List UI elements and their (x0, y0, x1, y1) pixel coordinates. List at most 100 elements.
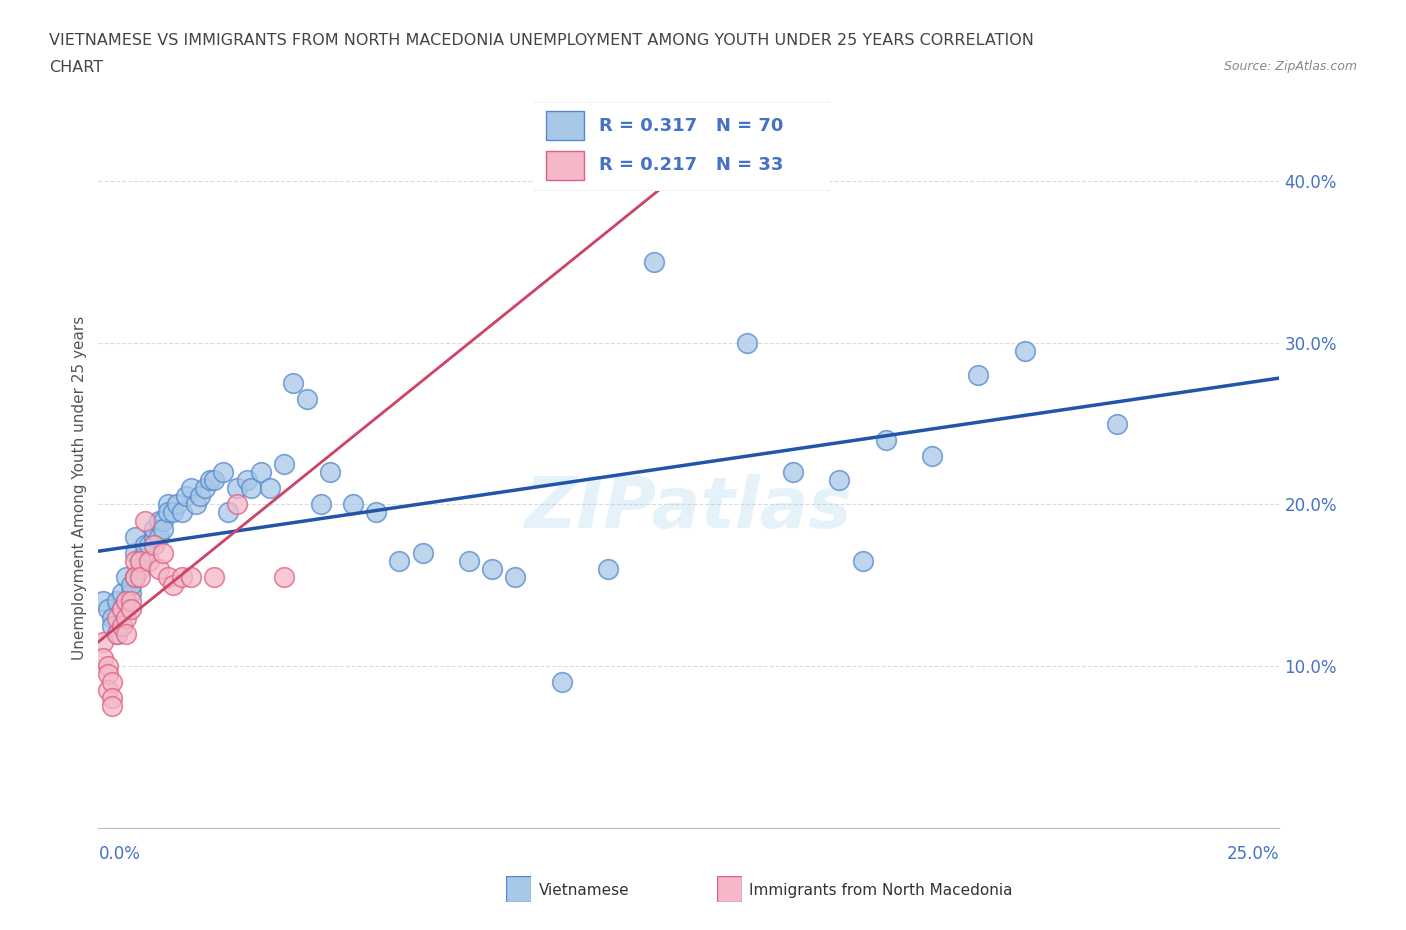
Point (852, 553, 875, 568)
Point (97, 658, 120, 673)
Bar (546, 151, 585, 180)
Point (105, 626, 128, 641)
Point (115, 594, 138, 609)
Point (458, 553, 481, 568)
Point (101, 618, 124, 633)
Point (967, 367, 990, 382)
Point (295, 392, 318, 406)
Point (91, 651, 114, 666)
Point (194, 481, 217, 496)
Point (110, 602, 132, 617)
Point (170, 505, 193, 520)
Point (134, 513, 156, 528)
Point (110, 586, 132, 601)
Point (110, 602, 132, 617)
Text: Vietnamese: Vietnamese (538, 884, 628, 898)
Point (110, 618, 132, 633)
Point (101, 699, 124, 714)
Point (170, 570, 193, 585)
Point (138, 538, 160, 552)
Point (152, 521, 174, 536)
Point (875, 432, 897, 447)
Text: R = 0.317   N = 70: R = 0.317 N = 70 (599, 116, 783, 135)
Point (184, 497, 207, 512)
Point (162, 505, 184, 520)
Point (342, 497, 364, 512)
Point (156, 505, 179, 520)
Point (129, 553, 152, 568)
Point (550, 675, 572, 690)
Point (643, 255, 665, 270)
Point (105, 594, 128, 609)
FancyBboxPatch shape (531, 101, 832, 192)
Point (105, 610, 128, 625)
Point (97, 683, 120, 698)
Point (1107, 416, 1129, 431)
Point (828, 472, 851, 487)
Point (249, 465, 271, 480)
Point (101, 610, 124, 625)
Point (176, 489, 198, 504)
Point (91, 594, 114, 609)
Point (120, 594, 142, 609)
Point (503, 570, 526, 585)
Text: CHART: CHART (49, 60, 103, 75)
Text: R = 0.217   N = 33: R = 0.217 N = 33 (599, 156, 783, 175)
Point (240, 481, 263, 496)
Point (143, 538, 166, 552)
Point (180, 570, 202, 585)
Point (101, 675, 124, 690)
Point (273, 570, 295, 585)
Point (188, 489, 211, 504)
Y-axis label: Unemployment Among Youth under 25 years: Unemployment Among Youth under 25 years (72, 316, 87, 660)
Point (281, 376, 304, 391)
Point (124, 529, 146, 544)
Point (1014, 343, 1036, 358)
Point (366, 505, 388, 520)
Bar (546, 112, 585, 140)
Point (212, 465, 235, 480)
Point (152, 546, 174, 561)
Point (921, 448, 943, 463)
Point (319, 465, 342, 480)
Text: 0.0%: 0.0% (98, 845, 141, 863)
Point (115, 626, 138, 641)
Point (156, 570, 179, 585)
Point (226, 497, 249, 512)
Point (156, 497, 179, 512)
Point (388, 553, 411, 568)
Point (120, 602, 142, 617)
Point (129, 570, 152, 585)
Point (124, 553, 146, 568)
Point (143, 521, 166, 536)
Point (115, 570, 138, 585)
Point (166, 497, 188, 512)
Point (143, 529, 166, 544)
Point (110, 618, 132, 633)
Point (120, 578, 142, 592)
Point (217, 505, 239, 520)
Point (120, 586, 142, 601)
Point (97, 602, 120, 617)
Point (235, 472, 257, 487)
Point (596, 562, 619, 577)
Point (782, 465, 804, 480)
Point (735, 336, 758, 351)
Point (129, 553, 152, 568)
Point (138, 553, 160, 568)
Text: Immigrants from North Macedonia: Immigrants from North Macedonia (749, 884, 1012, 898)
Point (148, 562, 170, 577)
Point (134, 546, 156, 561)
Point (124, 570, 146, 585)
Point (115, 594, 138, 609)
Point (105, 626, 128, 641)
Point (152, 513, 174, 528)
Point (198, 472, 221, 487)
Point (97, 667, 120, 682)
Point (481, 562, 503, 577)
Text: 25.0%: 25.0% (1227, 845, 1279, 863)
Point (259, 481, 281, 496)
Point (202, 472, 225, 487)
Point (202, 570, 225, 585)
Point (134, 538, 156, 552)
